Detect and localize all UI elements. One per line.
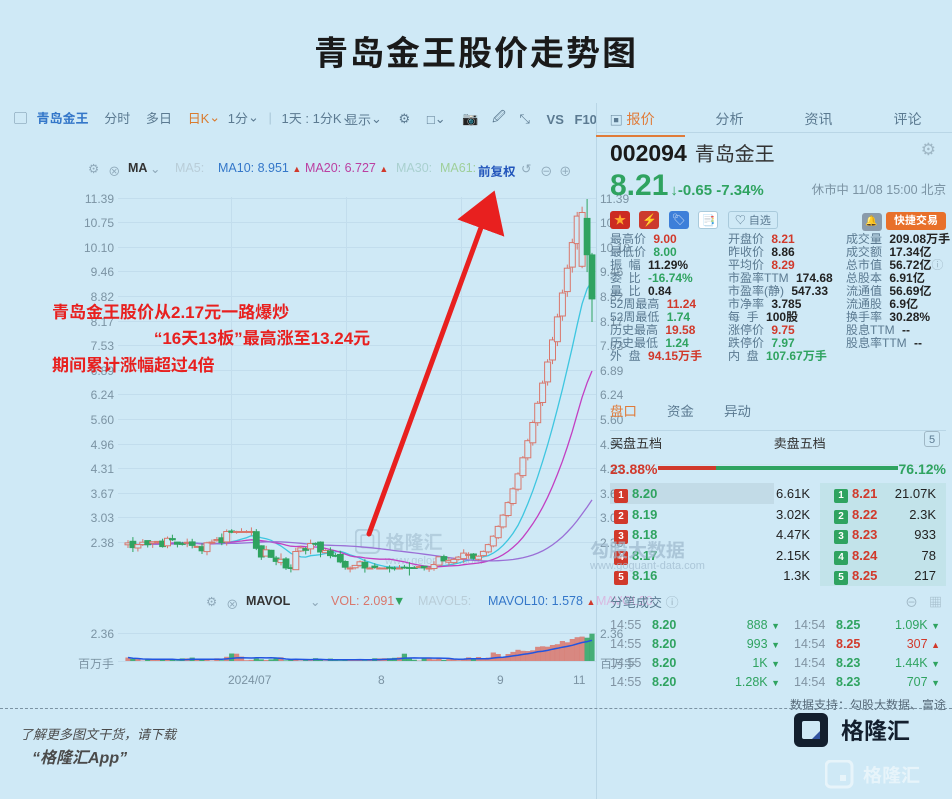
svg-text:格隆汇: 格隆汇 (863, 765, 920, 787)
svg-text:格隆汇: 格隆汇 (841, 718, 910, 744)
